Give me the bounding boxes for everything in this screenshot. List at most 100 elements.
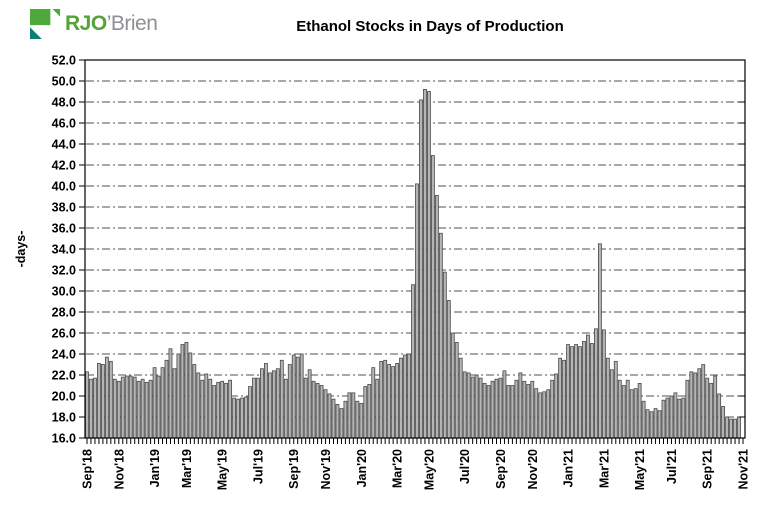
x-axis-tick-label: Sep'18	[80, 449, 94, 489]
stock-bar	[438, 232, 443, 439]
stock-bar	[578, 346, 582, 439]
stock-bar	[514, 379, 519, 439]
stock-bar	[693, 372, 698, 439]
stock-bar	[303, 377, 308, 439]
stock-bar	[677, 398, 682, 439]
x-axis-tick-label: Jul'19	[251, 449, 265, 484]
stock-bar	[331, 398, 336, 439]
stock-bar	[506, 385, 511, 439]
stock-bar	[403, 354, 407, 439]
stock-bar	[160, 367, 165, 439]
stock-bar	[256, 377, 260, 439]
stock-bar	[283, 378, 288, 439]
y-axis-title: -days-	[14, 231, 28, 268]
stock-bar	[184, 342, 189, 439]
stock-bar	[621, 385, 626, 439]
stock-bar	[375, 378, 380, 439]
stock-bar	[470, 376, 475, 439]
stock-bar	[252, 377, 256, 439]
stock-bar	[729, 418, 733, 439]
stock-bar	[697, 368, 702, 439]
stock-bar	[164, 359, 169, 439]
stock-bar	[454, 342, 459, 439]
stock-bar	[319, 385, 324, 439]
rjo-brien-logo-icon	[30, 9, 60, 39]
stock-bar	[299, 353, 304, 439]
stock-bar	[673, 392, 678, 439]
y-axis-tick-label: 34.0	[52, 243, 76, 257]
stock-bar	[450, 332, 455, 439]
stock-bar	[725, 416, 730, 439]
stock-bar	[482, 382, 487, 439]
stock-bar	[216, 381, 221, 439]
stock-bar	[291, 354, 296, 439]
stock-bar	[228, 379, 233, 439]
y-axis-tick-label: 38.0	[52, 201, 76, 215]
stock-bar	[347, 392, 352, 439]
stock-bar	[343, 400, 348, 439]
x-axis-tick-label: Nov'19	[319, 449, 333, 490]
y-axis-tick-label: 32.0	[52, 264, 76, 278]
stock-bar	[112, 378, 117, 439]
x-axis-tick-label: Sep'21	[701, 449, 715, 489]
y-axis-tick-label: 44.0	[52, 138, 76, 152]
stock-bar	[188, 352, 193, 439]
stock-bar	[315, 382, 320, 439]
stock-bar	[637, 382, 642, 439]
x-axis-tick-label: Sep'20	[494, 449, 508, 489]
stock-bar	[685, 379, 690, 439]
stock-bar	[260, 368, 264, 439]
x-axis-tick-label: Mar'20	[391, 449, 405, 488]
stock-bar	[383, 359, 388, 439]
stock-bar	[597, 243, 602, 439]
stock-bar	[323, 389, 328, 439]
y-axis-tick-label: 28.0	[52, 306, 76, 320]
stock-bar	[208, 378, 213, 439]
y-axis-tick-label: 22.0	[52, 369, 76, 383]
stock-bar	[586, 334, 590, 439]
x-axis-tick-label: Jul'21	[665, 449, 679, 484]
stock-bar	[176, 353, 181, 439]
y-axis-tick-label: 48.0	[52, 96, 76, 110]
x-axis-tick-label: Nov'20	[526, 449, 540, 490]
stock-bar	[625, 379, 630, 439]
stock-bar	[224, 382, 229, 439]
stock-bar	[498, 377, 503, 439]
stock-bar	[486, 385, 491, 439]
stock-bar	[633, 388, 638, 439]
stock-bar	[279, 359, 284, 439]
stock-bar	[359, 402, 364, 439]
stock-bar	[554, 373, 559, 439]
stock-bar	[462, 371, 467, 439]
stock-bar	[100, 364, 105, 439]
stock-bar	[339, 408, 344, 439]
stock-bar	[427, 91, 431, 439]
stock-bar	[327, 393, 332, 439]
stock-bar	[558, 357, 563, 439]
stock-bar	[168, 348, 173, 439]
stock-bar	[562, 359, 566, 439]
stock-bar	[737, 416, 741, 439]
stock-bar	[538, 392, 543, 439]
stock-bar	[419, 99, 423, 439]
logo-text-secondary: ’Brien	[106, 12, 158, 35]
stock-bar	[136, 380, 141, 439]
stock-bar	[407, 353, 411, 439]
stock-bar	[85, 371, 89, 439]
stock-bar	[689, 371, 694, 439]
stock-bar	[681, 397, 686, 439]
x-axis-tick-label: Jan'21	[562, 449, 576, 487]
stock-bar	[721, 406, 726, 439]
stock-bar	[371, 367, 376, 439]
y-axis-tick-label: 50.0	[52, 75, 76, 89]
stock-bar	[494, 378, 499, 439]
stock-bar	[510, 385, 515, 439]
stock-bar	[355, 400, 360, 439]
stock-bar	[590, 343, 594, 439]
stock-bar	[446, 300, 451, 439]
stock-bar	[423, 89, 427, 439]
x-axis-tick-label: Nov'18	[112, 449, 126, 490]
stock-bar	[629, 389, 634, 439]
